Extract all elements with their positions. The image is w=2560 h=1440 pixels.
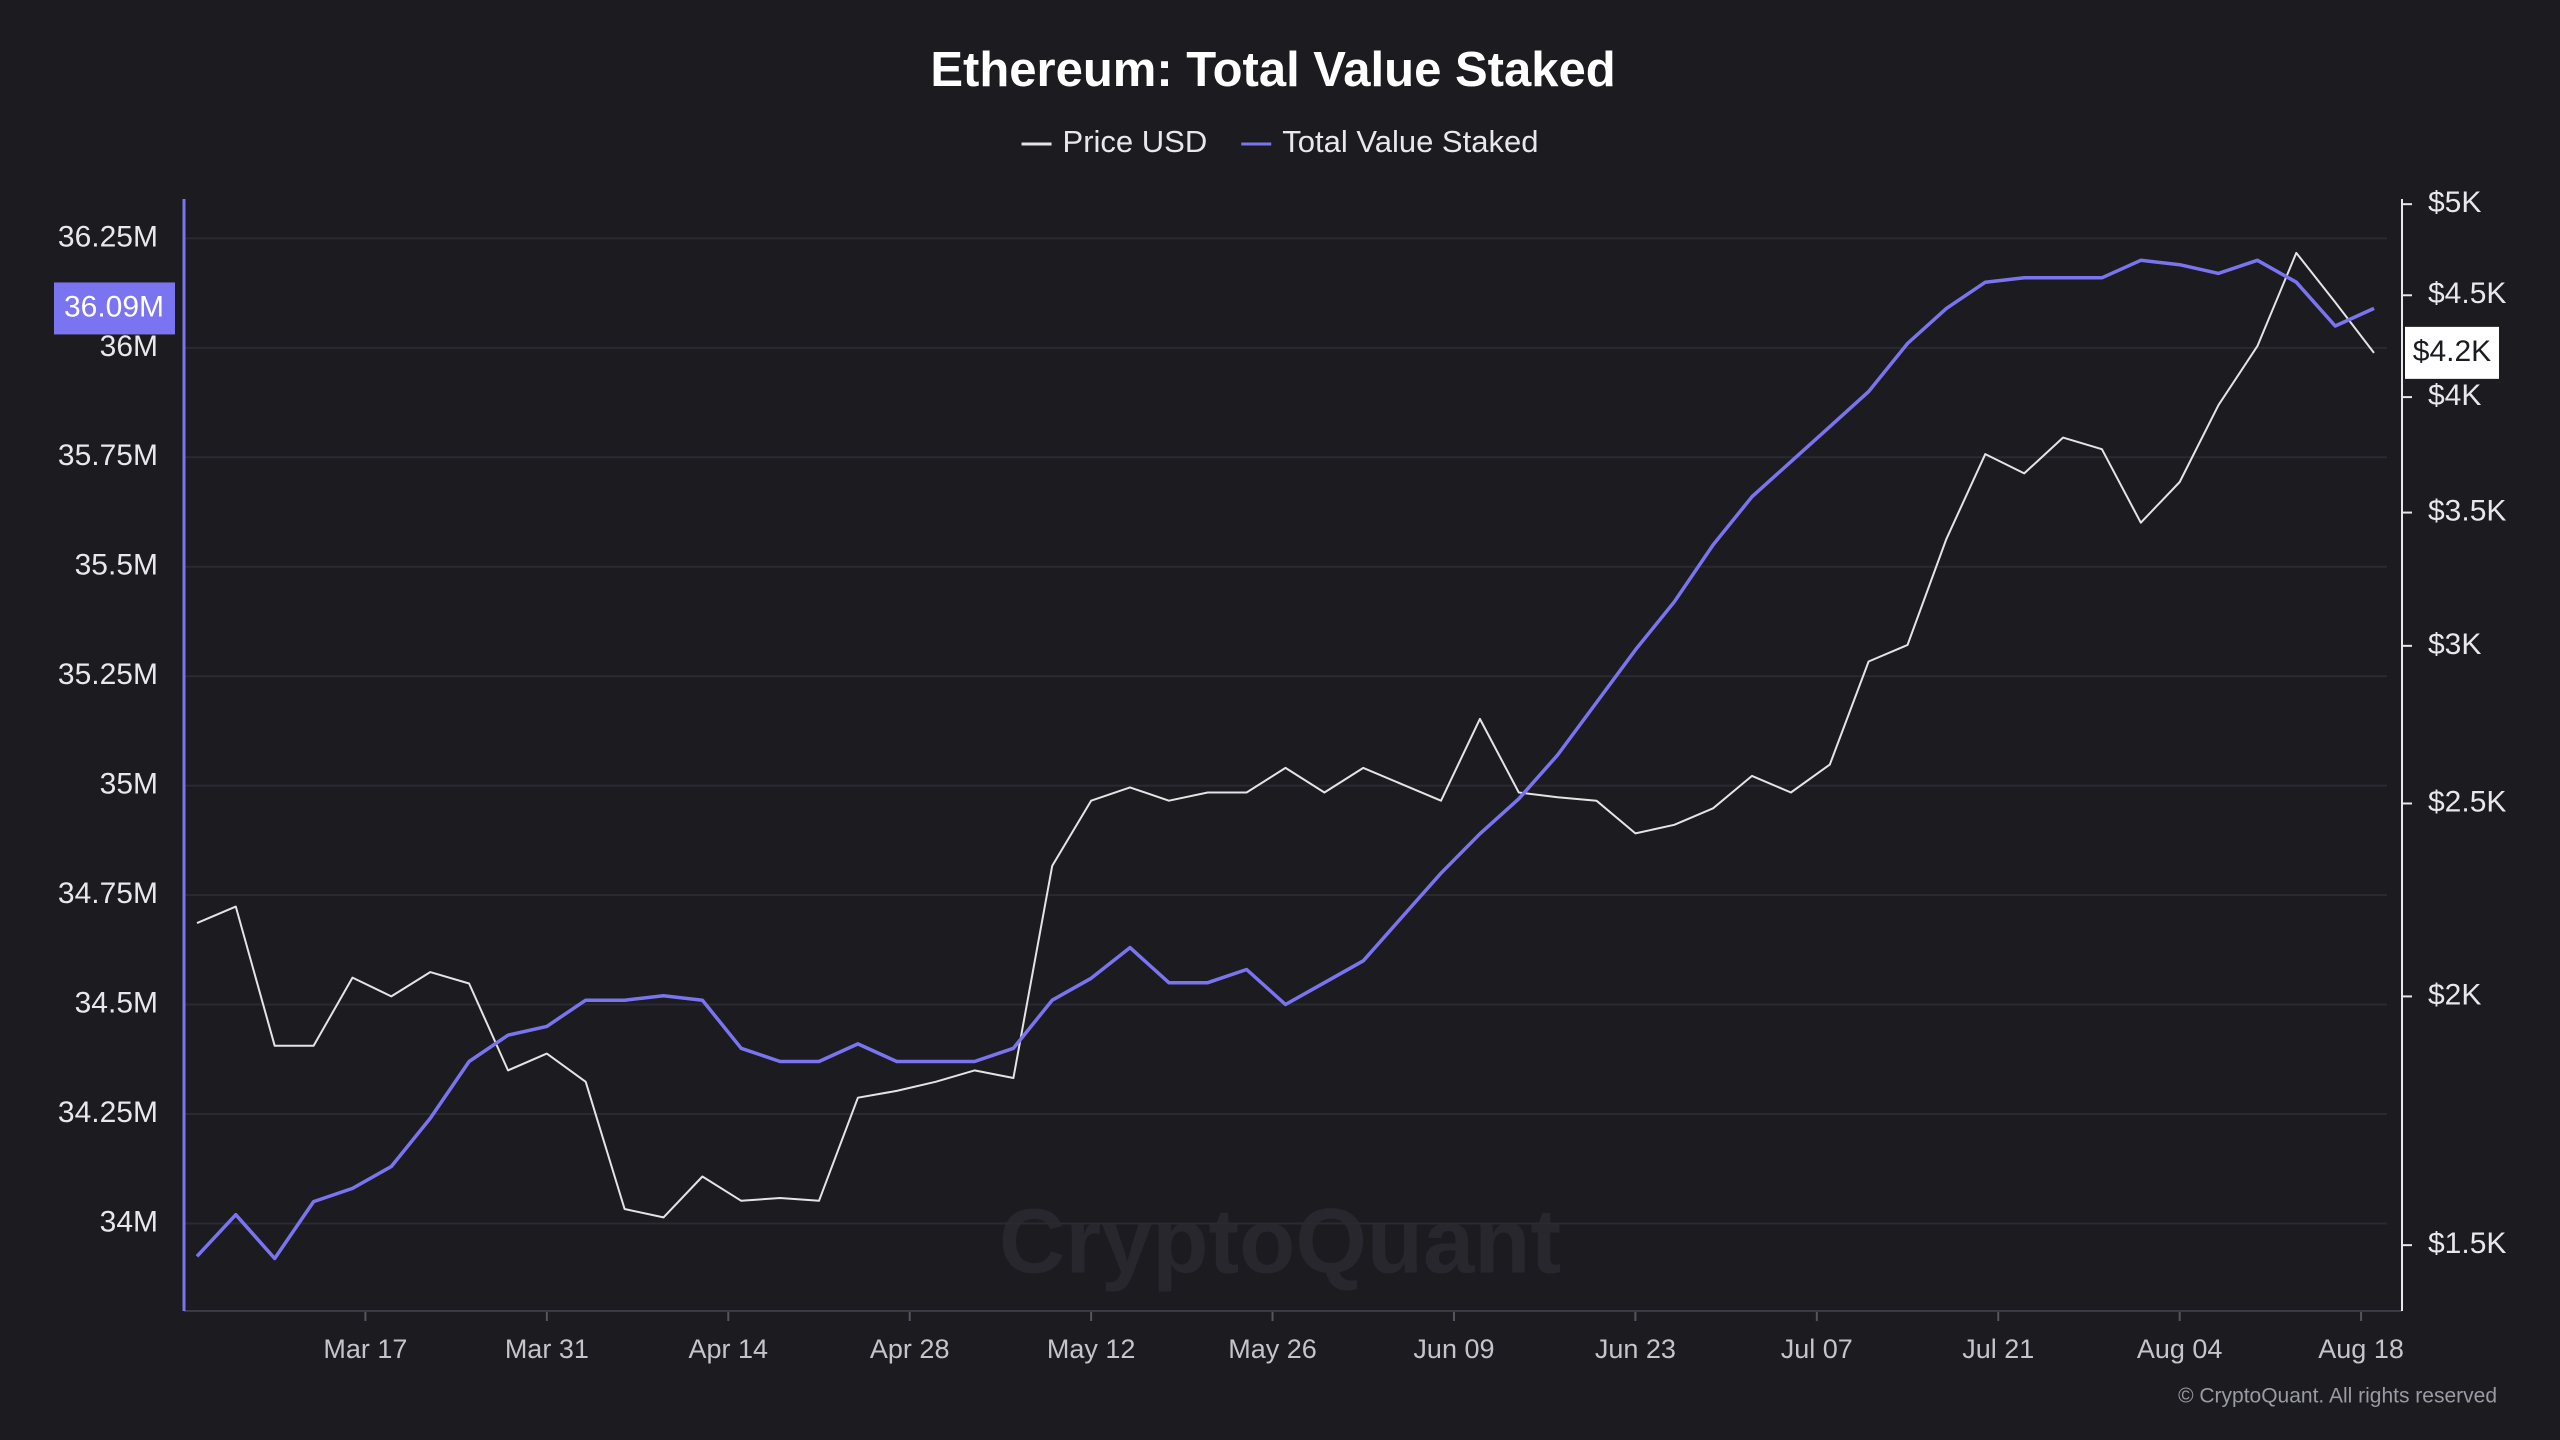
y-tick-label: 36M	[100, 330, 158, 363]
legend-label: Price USD	[1063, 124, 1208, 159]
watermark: CryptoQuant	[999, 1190, 1561, 1292]
last-value-label: 36.09M	[64, 290, 164, 323]
y2-tick-label: $1.5K	[2428, 1227, 2506, 1260]
y2-tick-label: $2.5K	[2428, 785, 2506, 818]
y2-tick-label: $2K	[2428, 978, 2481, 1011]
last-value-badge	[2405, 326, 2499, 379]
chart-title: Ethereum: Total Value Staked	[930, 43, 1615, 97]
y2-tick-label: $3K	[2428, 628, 2481, 661]
y-tick-label: 35M	[100, 768, 158, 801]
x-tick-label: Mar 17	[323, 1334, 407, 1364]
y2-tick-label: $4K	[2428, 379, 2481, 412]
x-tick-label: Jul 07	[1781, 1334, 1853, 1364]
x-tick-label: Aug 18	[2318, 1334, 2404, 1364]
y-tick-label: 35.75M	[58, 439, 158, 472]
series-line	[195, 258, 2375, 1261]
x-tick-label: May 26	[1228, 1334, 1317, 1364]
y2-tick-label: $3.5K	[2428, 494, 2506, 527]
y-tick-label: 34.5M	[75, 986, 158, 1019]
y-tick-label: 35.5M	[75, 549, 158, 582]
last-value-badge	[54, 282, 175, 335]
y-tick-label: 36.25M	[58, 220, 158, 253]
x-tick-label: Jul 21	[1962, 1334, 2034, 1364]
y-tick-label: 34.75M	[58, 877, 158, 910]
y2-tick-label: $5K	[2428, 186, 2481, 219]
y-tick-label: 34.25M	[58, 1096, 158, 1129]
x-tick-label: Jun 23	[1595, 1334, 1676, 1364]
x-tick-label: Apr 28	[870, 1334, 950, 1364]
source-note: © CryptoQuant. All rights reserved	[2178, 1385, 2497, 1408]
series-line	[196, 251, 2375, 1219]
last-value-label: $4.2K	[2413, 335, 2491, 368]
x-tick-label: Jun 09	[1413, 1334, 1494, 1364]
y-tick-label: 34M	[100, 1205, 158, 1238]
legend-label: Total Value Staked	[1282, 124, 1538, 159]
x-tick-label: Apr 14	[688, 1334, 768, 1364]
x-tick-label: Aug 04	[2137, 1334, 2223, 1364]
y-tick-label: 35.25M	[58, 658, 158, 691]
x-tick-label: May 12	[1047, 1334, 1136, 1364]
x-tick-label: Mar 31	[505, 1334, 589, 1364]
y2-tick-label: $4.5K	[2428, 277, 2506, 310]
legend: Price USD Total Value Staked	[1021, 124, 1538, 159]
